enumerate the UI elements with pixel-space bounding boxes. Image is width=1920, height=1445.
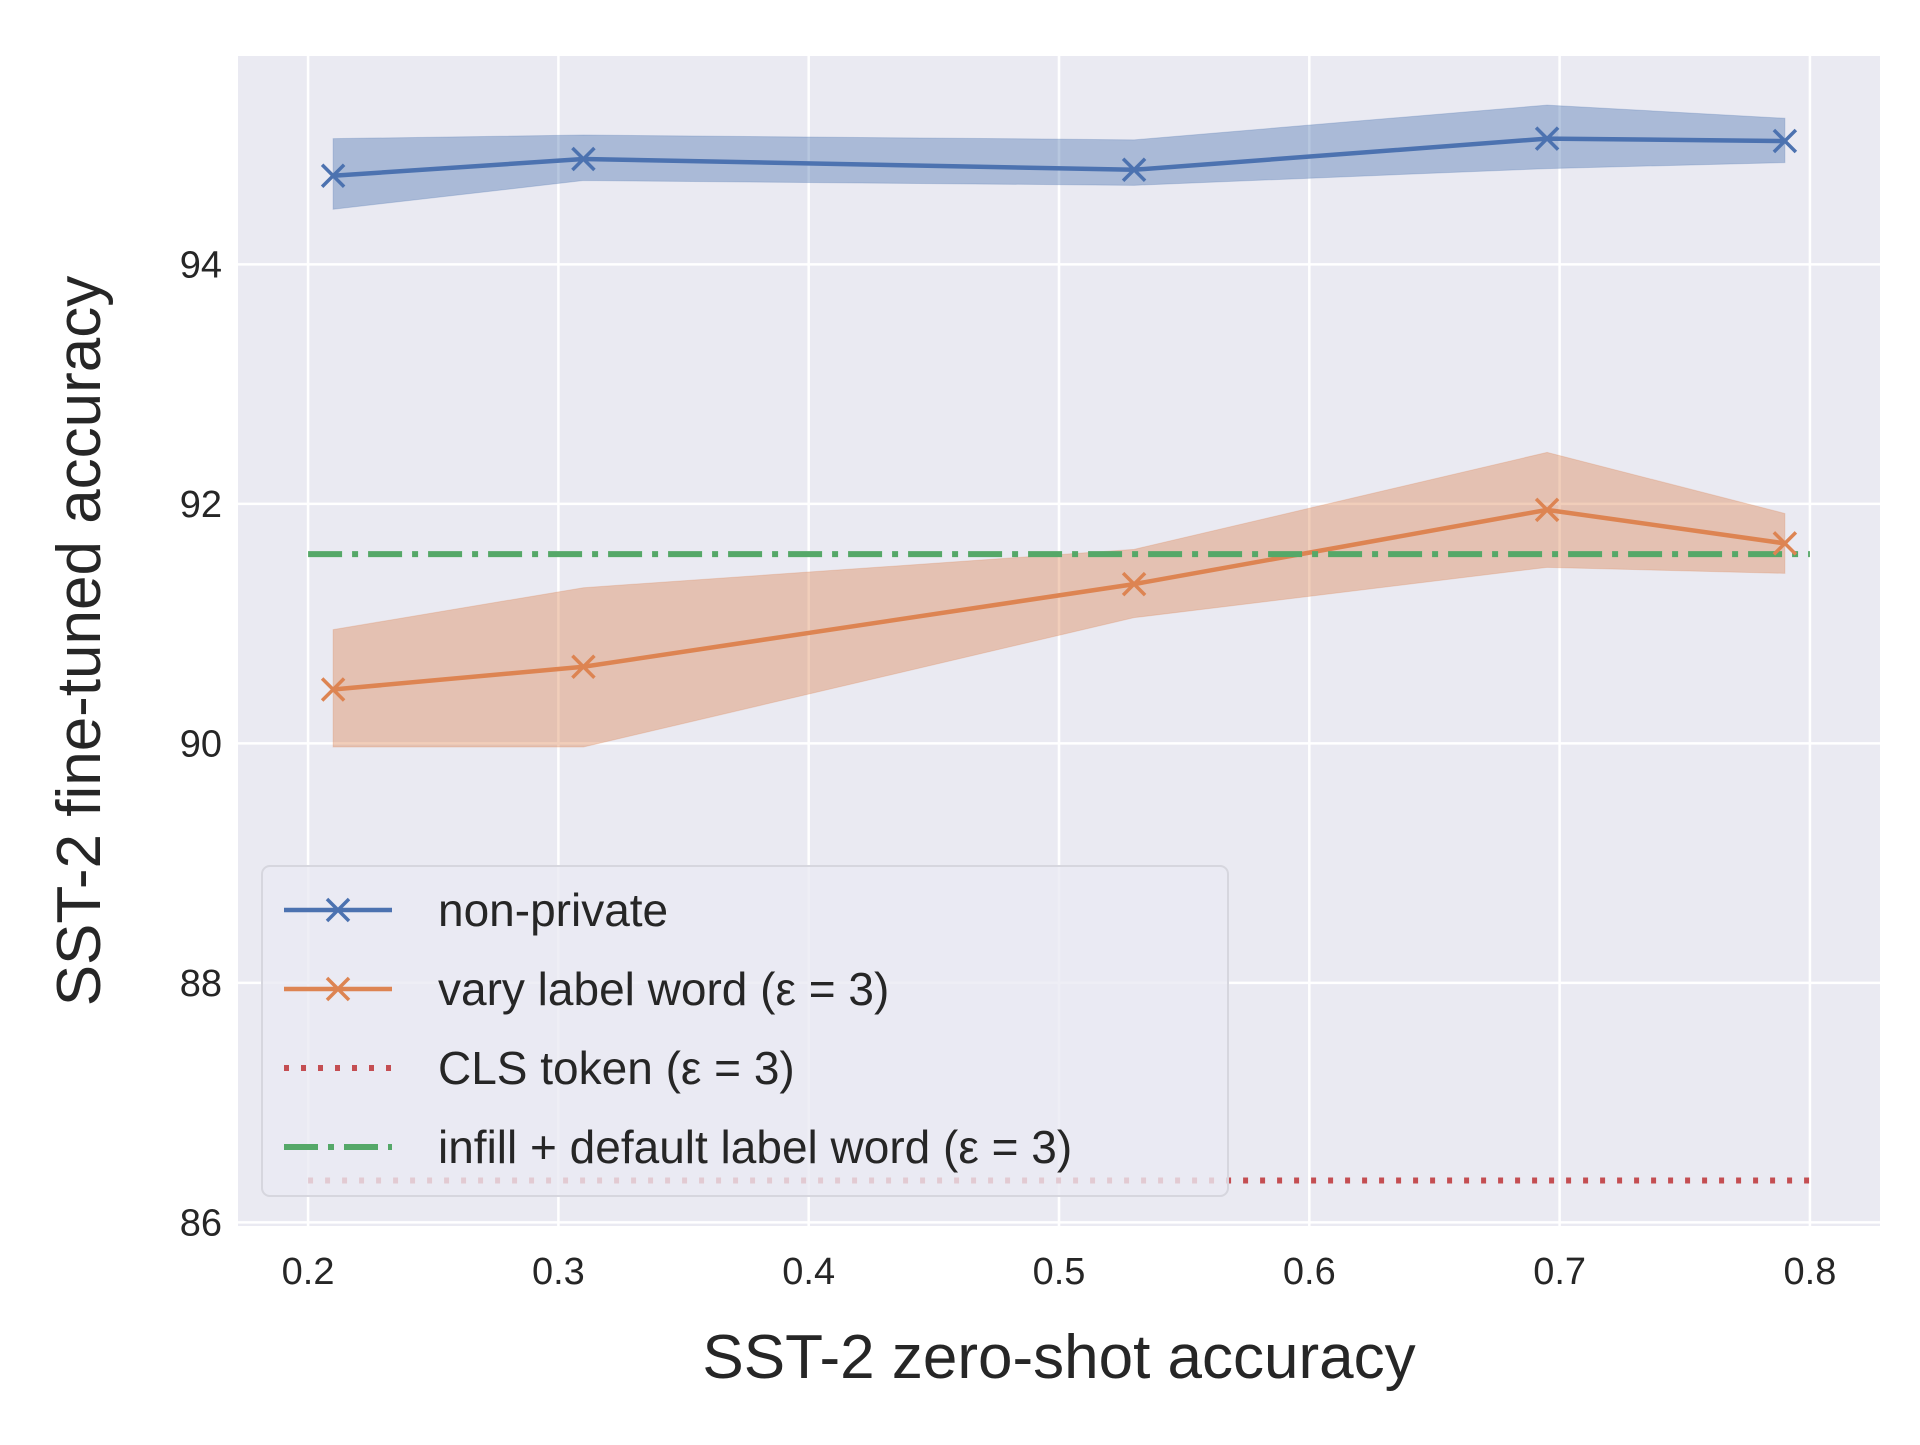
legend-label: vary label word (ε = 3) [438,963,889,1015]
data-point [1121,157,1147,183]
confidence-bands [332,104,1786,748]
data-point [571,146,596,172]
data-point [320,163,346,188]
data-point [1772,531,1798,556]
data-point [1534,497,1560,523]
y-tick-label: 88 [180,963,222,1005]
tick-labels: 0.2 0.3 0.4 0.5 0.6 0.7 0.8 86 88 90 92 94 [180,244,1837,1293]
legend-box [261,865,1229,1197]
legend-marker [325,976,351,1002]
data-point [1772,128,1798,154]
y-tick-label: 90 [180,723,222,765]
x-tick-label: 0.3 [532,1251,585,1293]
data-point [571,654,596,679]
x-tick-label: 0.7 [1533,1251,1586,1293]
y-tick-label: 92 [180,484,222,526]
legend: non-private vary label word (ε = 3) CLS to… [261,865,1229,1197]
legend-label: infill + default label word (ε = 3) [438,1121,1072,1173]
confidence-band [332,104,1786,210]
y-tick-label: 86 [180,1202,222,1244]
x-tick-label: 0.4 [782,1251,835,1293]
legend-marker [325,897,351,923]
series-markers [320,126,1798,702]
y-axis-label: SST-2 fine-tuned accuracy [45,276,114,1007]
x-tick-label: 0.5 [1033,1251,1086,1293]
x-axis-label: SST-2 zero-shot accuracy [702,1323,1415,1392]
data-point [1121,571,1147,597]
data-point [1534,126,1560,151]
legend-label: non-private [438,884,668,936]
data-point [320,677,346,702]
confidence-band [332,451,1786,748]
x-tick-label: 0.8 [1784,1251,1837,1293]
x-tick-label: 0.2 [282,1251,335,1293]
legend-label: CLS token (ε = 3) [438,1042,795,1094]
y-tick-label: 94 [180,244,222,286]
x-tick-label: 0.6 [1283,1251,1336,1293]
